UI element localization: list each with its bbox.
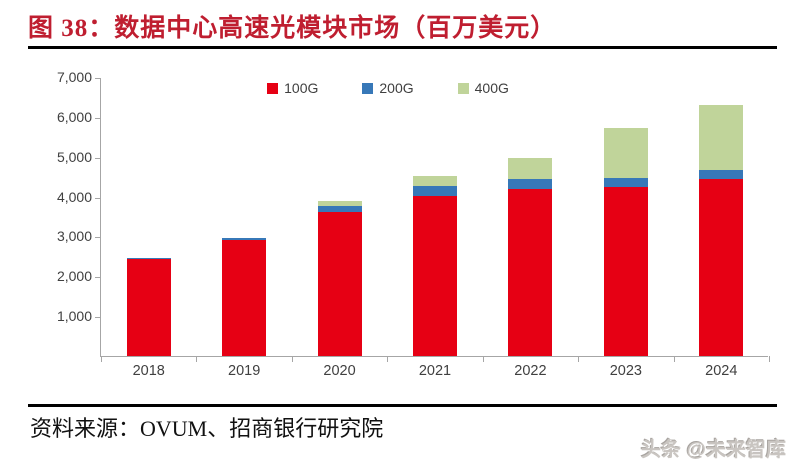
x-axis-label-2023: 2023 (609, 363, 642, 379)
bar-segment-400G-2021 (412, 176, 457, 187)
y-axis-tick-mark (95, 317, 101, 319)
legend-swatch-200G (362, 82, 374, 94)
source-note: 资料来源：OVUM、招商银行研究院 (30, 416, 384, 441)
chart-legend: 100G 200G 400G (54, 80, 722, 96)
y-axis-tick-label: 2,000 (56, 268, 92, 285)
footer-divider (28, 404, 777, 407)
y-axis-tick-mark (95, 237, 101, 239)
bar-segment-100G-2018 (126, 258, 171, 356)
x-axis-label-2022: 2022 (514, 363, 547, 379)
x-axis-label-2020: 2020 (323, 363, 356, 379)
y-axis-tick-mark (95, 277, 101, 279)
bar-segment-100G-2022 (508, 189, 553, 356)
legend-swatch-400G (457, 82, 469, 94)
y-axis-tick-mark (95, 157, 101, 159)
bar-segment-100G-2023 (603, 187, 648, 356)
x-axis-tick-mark (482, 356, 484, 362)
watermark-text: 头条 @未来智库 (640, 439, 786, 461)
y-axis-tick-label: 6,000 (56, 108, 92, 125)
bar-segment-200G-2021 (412, 186, 457, 197)
stacked-bar-2019 (222, 237, 267, 356)
bar-segment-200G-2022 (508, 179, 553, 190)
bar-group-2020 (292, 78, 387, 356)
stacked-bar-2023 (603, 127, 648, 356)
y-axis-tick-label: 5,000 (56, 148, 92, 165)
bar-segment-100G-2021 (412, 196, 457, 356)
y-axis-tick-label: 4,000 (56, 188, 92, 205)
x-axis-label-2021: 2021 (418, 363, 452, 379)
x-axis-label-2018: 2018 (132, 363, 165, 379)
bar-segment-400G-2019 (222, 237, 267, 239)
stacked-bar-2020 (317, 201, 362, 356)
stacked-bar-2018 (126, 257, 171, 356)
bar-segment-200G-2020 (317, 206, 362, 213)
bar-group-2021 (387, 78, 482, 356)
bar-segment-400G-2024 (699, 105, 744, 170)
bar-segment-100G-2020 (317, 212, 362, 356)
bar-segment-100G-2019 (222, 239, 267, 356)
y-axis-tick-mark (95, 78, 101, 79)
bar-group-2018 (101, 78, 196, 356)
x-axis-tick-mark (769, 356, 770, 362)
bar-group-2019 (196, 78, 291, 356)
x-axis-tick-mark (673, 356, 675, 362)
bar-segment-400G-2020 (317, 201, 362, 207)
bar-segment-400G-2022 (508, 158, 553, 180)
bar-group-2023 (578, 78, 673, 356)
bar-group-2022 (483, 78, 578, 356)
y-axis-tick-label: 7,000 (56, 69, 92, 85)
x-axis-tick-mark (387, 356, 389, 362)
x-axis-tick-mark (196, 356, 198, 362)
bar-segment-200G-2023 (603, 178, 648, 188)
x-axis-tick-mark (101, 356, 102, 362)
y-axis-tick-mark (95, 117, 101, 119)
legend-item-100G: 100G (267, 80, 318, 96)
bar-segment-200G-2019 (222, 238, 267, 240)
y-axis-tick-label: 1,000 (56, 308, 92, 325)
figure-title: 图 38：数据中心高速光模块市场（百万美元） (28, 15, 557, 42)
bar-group-2024 (674, 78, 769, 356)
y-axis-tick-label: 3,000 (56, 228, 92, 245)
legend-item-200G: 200G (362, 80, 414, 96)
stacked-bar-2021 (412, 176, 457, 356)
stacked-bar-2024 (699, 105, 744, 356)
legend-label: 100G (284, 80, 319, 96)
bar-segment-100G-2024 (699, 179, 744, 356)
legend-label: 400G (474, 80, 509, 96)
legend-label: 200G (379, 80, 414, 96)
y-axis-tick-mark (95, 197, 101, 199)
bar-segment-200G-2024 (699, 169, 744, 180)
x-axis-label-2024: 2024 (705, 363, 738, 379)
x-axis-tick-mark (291, 356, 293, 362)
legend-item-400G: 400G (457, 80, 509, 96)
x-axis-tick-mark (578, 356, 580, 362)
title-underline (28, 46, 777, 49)
x-axis-label-2019: 2019 (228, 363, 261, 379)
plot-area: 7,000 6,000 5,000 4,000 3,000 2,000 1,000 2018 2… (57, 69, 770, 379)
legend-swatch-100G (267, 82, 279, 94)
bar-segment-400G-2023 (603, 127, 648, 179)
stacked-bar-2022 (508, 158, 553, 356)
bar-segment-200G-2018 (126, 257, 171, 259)
